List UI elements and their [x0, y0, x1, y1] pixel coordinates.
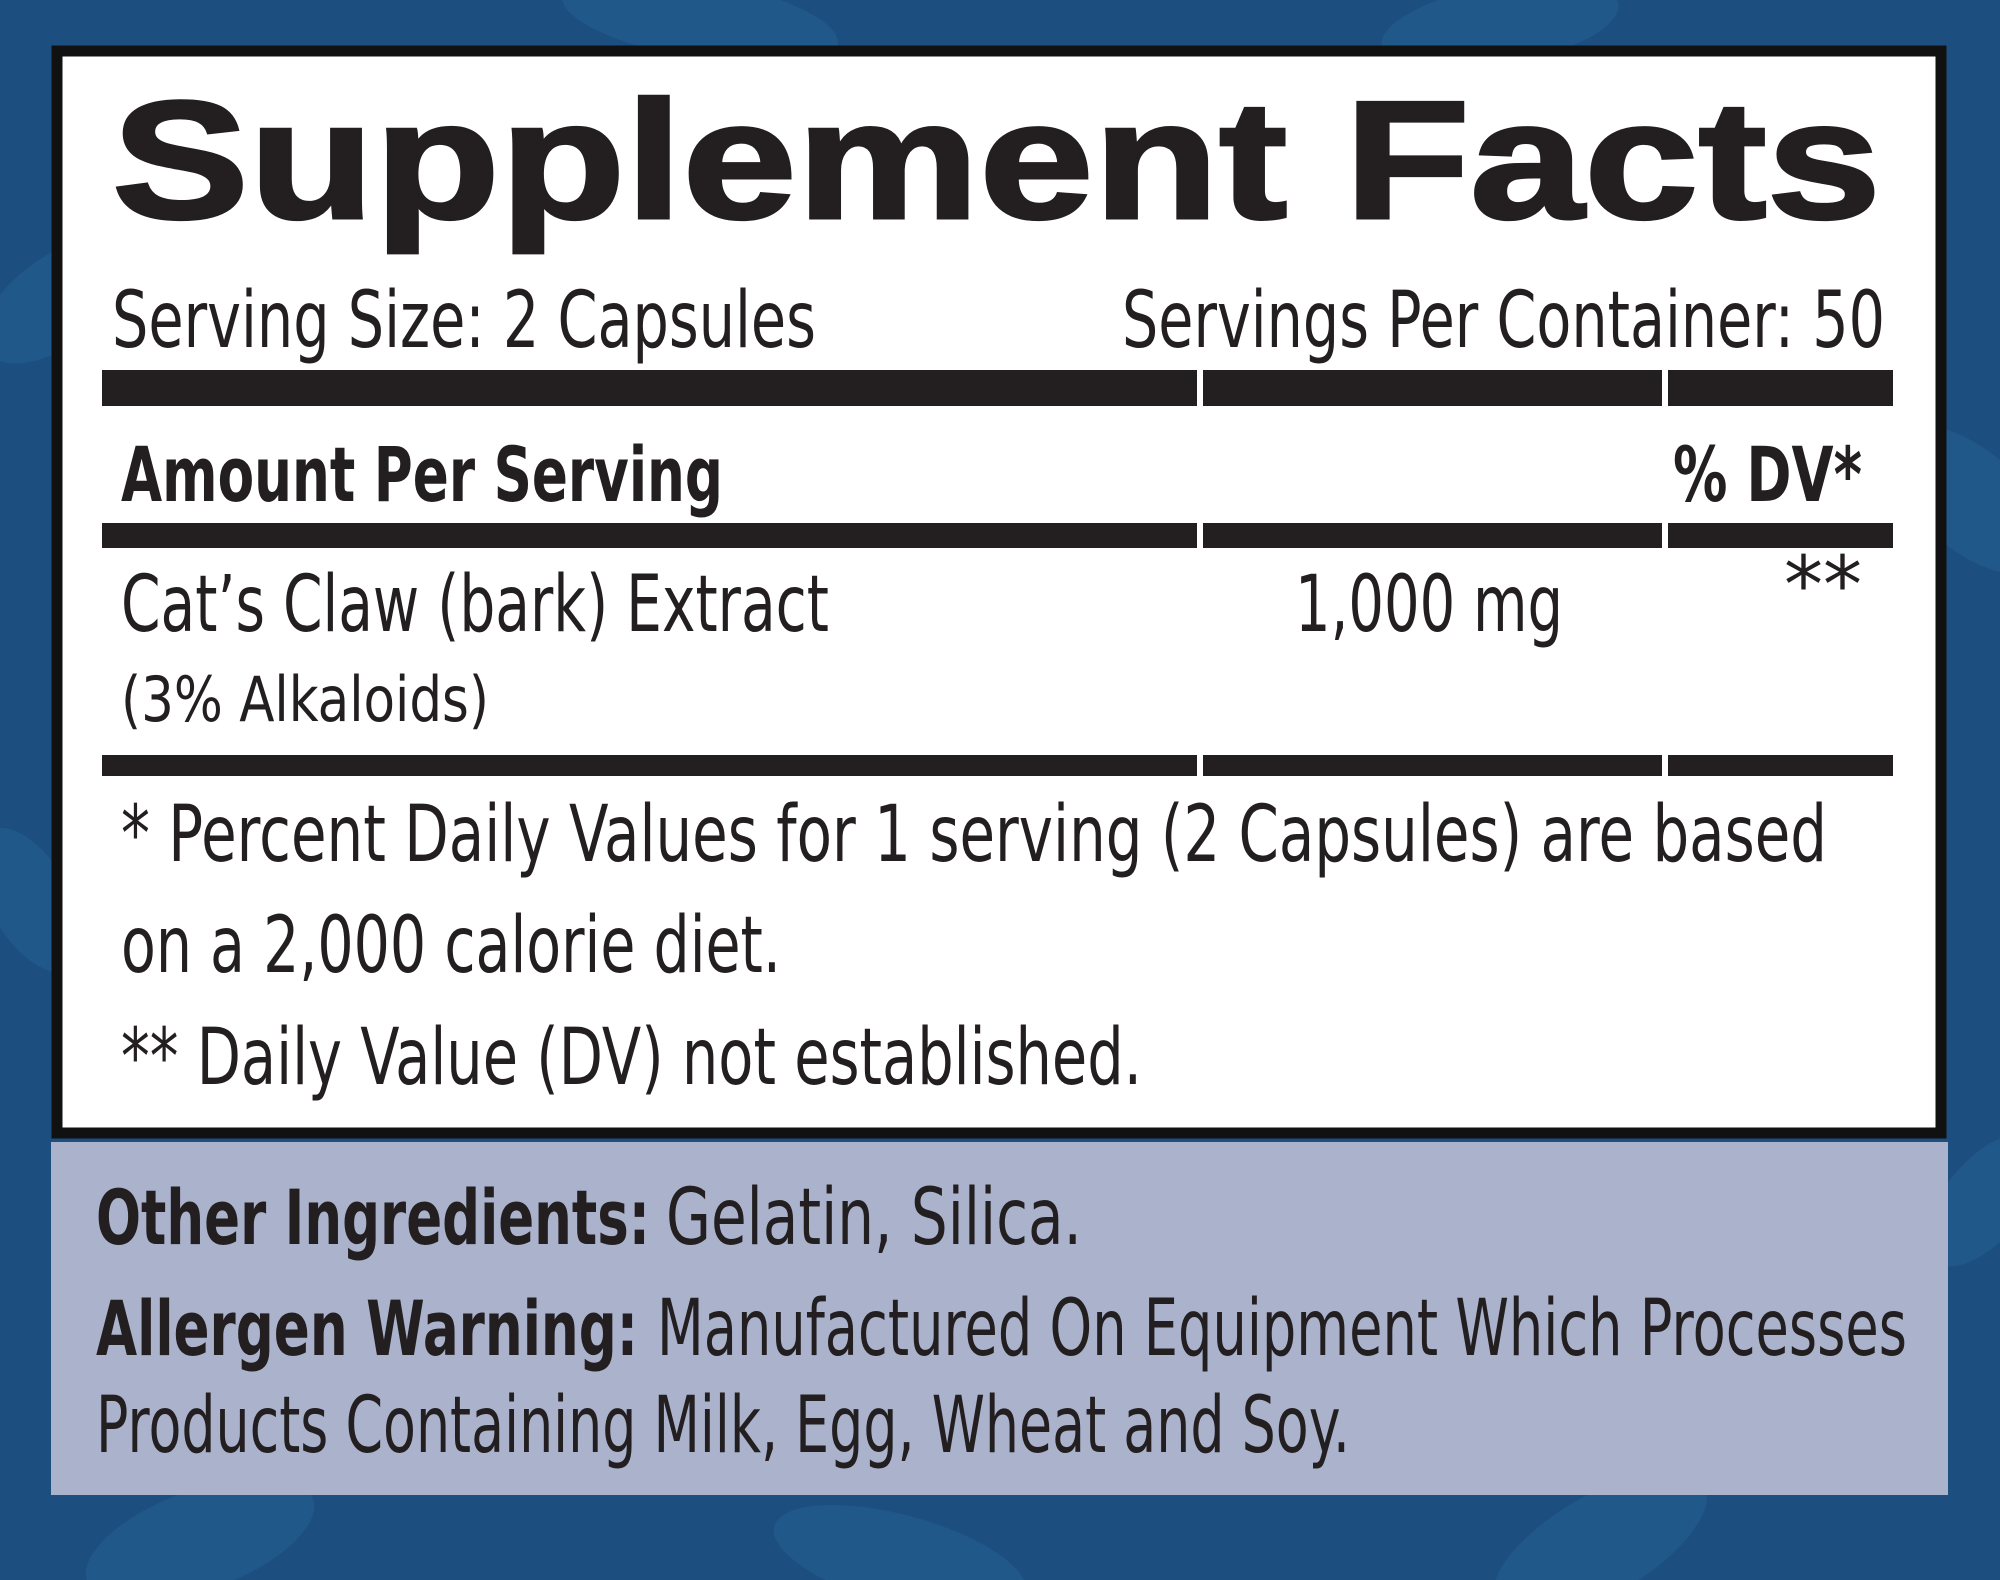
- servings-per-container: Servings Per Container: 50: [1122, 276, 1885, 366]
- footnote: on a 2,000 calorie diet.: [121, 901, 781, 991]
- ingredient-dv: **: [1784, 541, 1862, 631]
- divider-thick: [102, 370, 1893, 406]
- title: Supplement Facts: [112, 66, 1881, 254]
- serving-size: Serving Size: 2 Capsules: [112, 276, 816, 366]
- column-header: Amount Per Serving: [121, 430, 723, 519]
- footnote: * Percent Daily Values for 1 serving (2 …: [121, 790, 1827, 880]
- divider: [102, 755, 1893, 776]
- allergen-text: Products Containing Milk, Egg, Wheat and…: [96, 1381, 1350, 1471]
- other-ingredients-label: Other Ingredients:: [96, 1173, 650, 1262]
- facts-panel: [51, 45, 1947, 1139]
- info-panel: [51, 1142, 1948, 1495]
- column-header: % DV*: [1673, 430, 1862, 519]
- allergen-label: Allergen Warning:: [96, 1284, 638, 1373]
- divider: [102, 523, 1893, 548]
- ingredient-detail: (3% Alkaloids): [121, 663, 489, 736]
- allergen-text: Manufactured On Equipment Which Processe…: [657, 1284, 1907, 1374]
- ingredient-amount: 1,000 mg: [1295, 560, 1563, 650]
- other-ingredients-text: Gelatin, Silica.: [666, 1173, 1082, 1263]
- footnote: ** Daily Value (DV) not established.: [121, 1013, 1142, 1103]
- ingredient-name: Cat’s Claw (bark) Extract: [121, 560, 829, 650]
